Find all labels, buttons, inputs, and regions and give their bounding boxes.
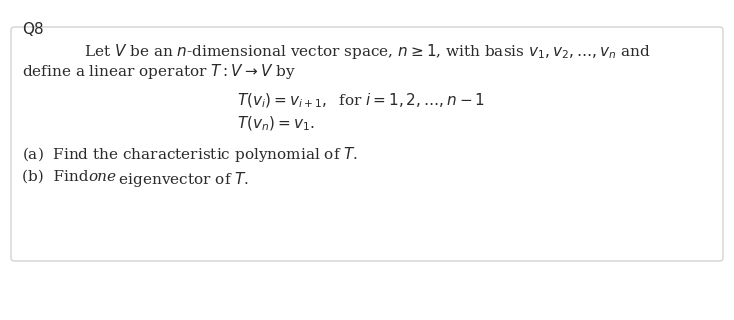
Text: Let $V$ be an $n$-dimensional vector space, $n \geq 1$, with basis $v_1, v_2, \l: Let $V$ be an $n$-dimensional vector spa…: [84, 42, 650, 61]
Text: one: one: [88, 170, 116, 184]
Text: Q8: Q8: [22, 22, 43, 37]
Text: $T(v_i) = v_{i+1},\;$ for $i = 1, 2, \ldots, n-1$: $T(v_i) = v_{i+1},\;$ for $i = 1, 2, \ld…: [237, 92, 485, 110]
Text: define a linear operator $T : V \rightarrow V$ by: define a linear operator $T : V \rightar…: [22, 62, 296, 81]
Text: eigenvector of $T$.: eigenvector of $T$.: [114, 170, 250, 189]
Text: (a)  Find the characteristic polynomial of $T$.: (a) Find the characteristic polynomial o…: [22, 145, 358, 164]
Text: (b)  Find: (b) Find: [22, 170, 93, 184]
Text: $T(v_n) = v_1.$: $T(v_n) = v_1.$: [237, 115, 315, 133]
FancyBboxPatch shape: [11, 27, 723, 261]
